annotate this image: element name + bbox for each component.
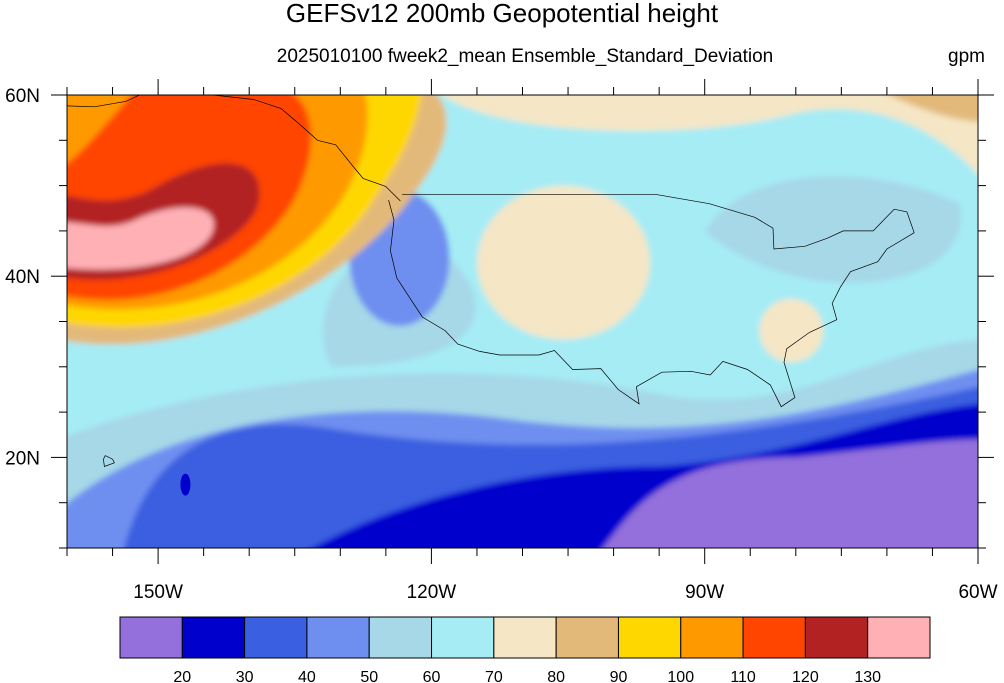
colorbar-level-label: 110 xyxy=(730,669,756,683)
colorbar-level-label: 130 xyxy=(854,669,881,683)
colorbar-swatch xyxy=(368,616,433,659)
units-label: gpm xyxy=(948,46,985,67)
x-tick-label: 150W xyxy=(133,582,183,603)
colorbar-level-label: 70 xyxy=(485,669,503,683)
colorbar-swatch xyxy=(244,616,308,659)
colorbar-level-label: 80 xyxy=(547,669,565,683)
x-tick-label: 90W xyxy=(685,582,724,603)
colorbar-swatch xyxy=(119,616,183,659)
y-tick-label: 40N xyxy=(5,267,40,288)
colorbar-labels: 20 30 40 50 60 70 80 90 100 110 120 130 xyxy=(173,669,881,683)
axis-ticks xyxy=(51,79,994,564)
colorbar-swatch xyxy=(617,616,682,659)
colorbar-level-label: 120 xyxy=(792,669,819,683)
colorbar-swatch xyxy=(493,616,557,659)
y-tick-label: 60N xyxy=(5,86,40,107)
coastline-outline xyxy=(67,95,915,467)
colorbar-swatch xyxy=(555,616,619,659)
contour-field xyxy=(67,95,978,548)
colorbar-level-label: 60 xyxy=(423,669,441,683)
colorbar-swatch xyxy=(680,616,744,659)
x-tick-label: 120W xyxy=(407,582,457,603)
colorbar-level-label: 50 xyxy=(360,669,378,683)
chart-subtitle: 2025010100 fweek2_mean Ensemble_Standard… xyxy=(277,46,773,67)
colorbar-level-label: 20 xyxy=(173,669,191,683)
chart-title: GEFSv12 200mb Geopotential height xyxy=(286,0,719,28)
colorbar-level-label: 30 xyxy=(236,669,254,683)
colorbar-level-label: 40 xyxy=(298,669,316,683)
colorbar-swatch xyxy=(306,616,370,659)
colorbar-swatch xyxy=(742,616,806,659)
x-tick-label: 60W xyxy=(958,582,997,603)
colorbar-level-label: 90 xyxy=(610,669,628,683)
colorbar-swatch xyxy=(431,616,495,659)
axis-tick-labels: 150W 120W 90W 60W 60N 40N 20N xyxy=(5,86,997,603)
colorbar-swatch xyxy=(181,616,246,659)
y-tick-label: 20N xyxy=(5,448,40,469)
colorbar-level-label: 100 xyxy=(667,669,694,683)
colorbar xyxy=(119,616,931,659)
colorbar-swatch xyxy=(804,616,869,659)
colorbar-swatch xyxy=(867,616,931,659)
